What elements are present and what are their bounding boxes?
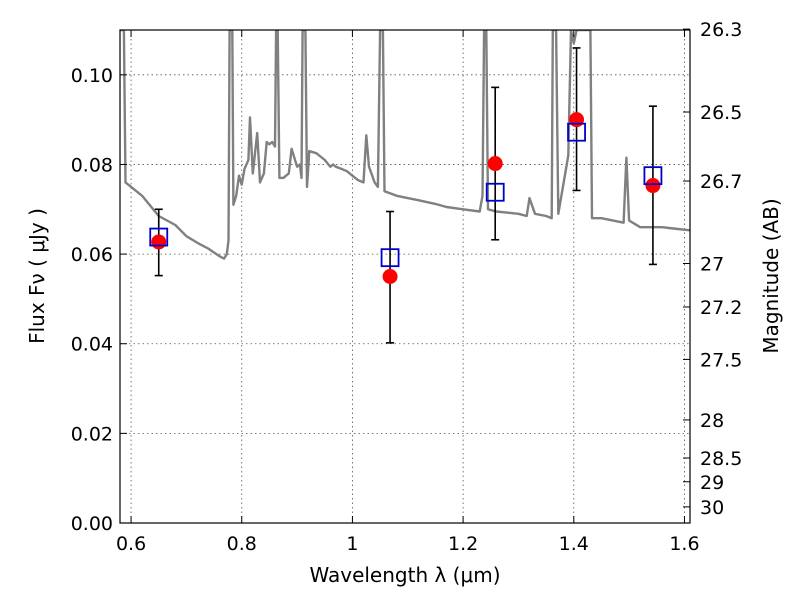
observed-flux-point [645, 178, 661, 194]
magnitude-tick-label: 26.7 [700, 171, 742, 193]
observed-flux-point [151, 234, 167, 250]
synthetic-flux-point [149, 227, 169, 247]
grid-lines [120, 30, 690, 524]
magnitude-tick-label: 27 [700, 254, 724, 276]
magnitude-axis-ticks: 26.3 26.5 26.7 27 27.2 27.5 28 28.529 30 [683, 19, 742, 519]
synthetic-flux-point [643, 166, 663, 186]
observed-flux-point [569, 112, 585, 128]
x-tick-label: 1.6 [669, 533, 699, 555]
x-tick-label: 1.2 [448, 533, 478, 555]
synthetic-flux-point [380, 248, 400, 268]
plot-frame [119, 29, 691, 524]
observed-flux-point [382, 269, 398, 284]
x-tick-label: 1 [346, 533, 358, 555]
magnitude-tick-label: 26.5 [700, 102, 742, 124]
x-axis-title: Wavelength λ (μm) [309, 563, 500, 587]
magnitude-tick-label: 26.3 [700, 19, 742, 41]
magnitude-tick-label: 28.5 [700, 448, 742, 470]
magnitude-tick-label: 30 [700, 497, 724, 519]
y-tick-label: 0.08 [71, 154, 113, 176]
x-tick-label: 0.8 [227, 533, 257, 555]
x-tick-label: 1.4 [559, 533, 589, 555]
magnitude-tick-label: 28 [700, 410, 724, 432]
y-axis-title: Flux Fν ( μJy ) [25, 208, 49, 344]
synthetic-flux-point [485, 182, 505, 202]
y-tick-label: 0.04 [71, 334, 113, 356]
magnitude-tick-label: 29 [700, 472, 724, 494]
y-tick-label: 0.10 [71, 65, 113, 87]
synthetic-flux-point [567, 122, 586, 142]
y-tick-label: 0.06 [71, 244, 113, 266]
magnitude-axis-title: Magnitude (AB) [759, 198, 783, 353]
magnitude-tick-label: 27.2 [700, 297, 742, 319]
y-tick-label: 0.02 [71, 423, 113, 445]
x-axis-ticks: 0.6 0.8 1 1.2 1.4 1.6 [116, 30, 700, 555]
x-tick-label: 0.6 [116, 533, 146, 555]
y-tick-label: 0.00 [71, 513, 113, 535]
observed-flux-point [487, 156, 503, 172]
model-spectrum-line [120, 30, 690, 260]
magnitude-tick-label: 27.5 [700, 349, 742, 371]
synthetic-flux-points [149, 122, 663, 268]
y-axis-ticks: 0.00 0.02 0.04 0.06 0.08 0.10 [71, 65, 127, 535]
